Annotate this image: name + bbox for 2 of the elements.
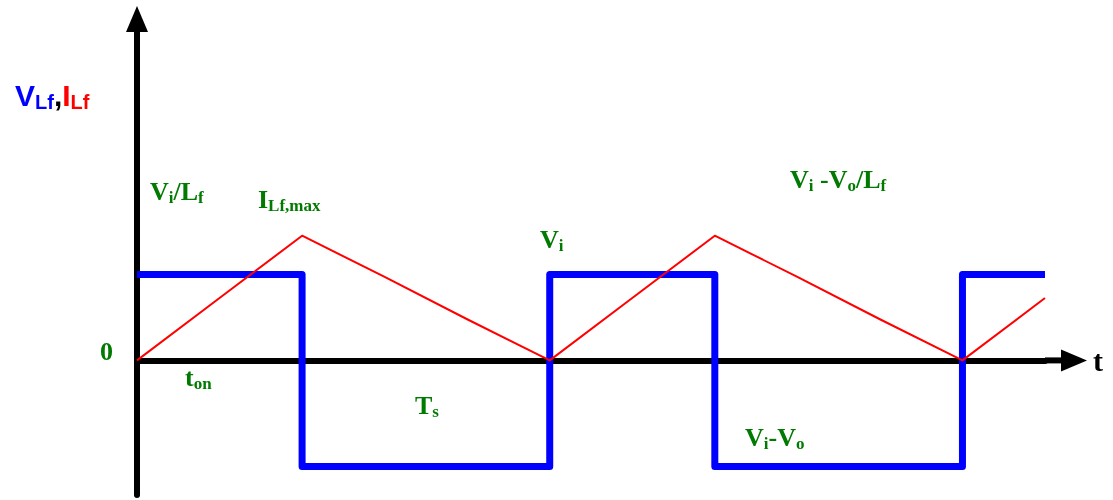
text: 0 [100, 336, 113, 366]
x-axis-title: t [1093, 343, 1103, 377]
